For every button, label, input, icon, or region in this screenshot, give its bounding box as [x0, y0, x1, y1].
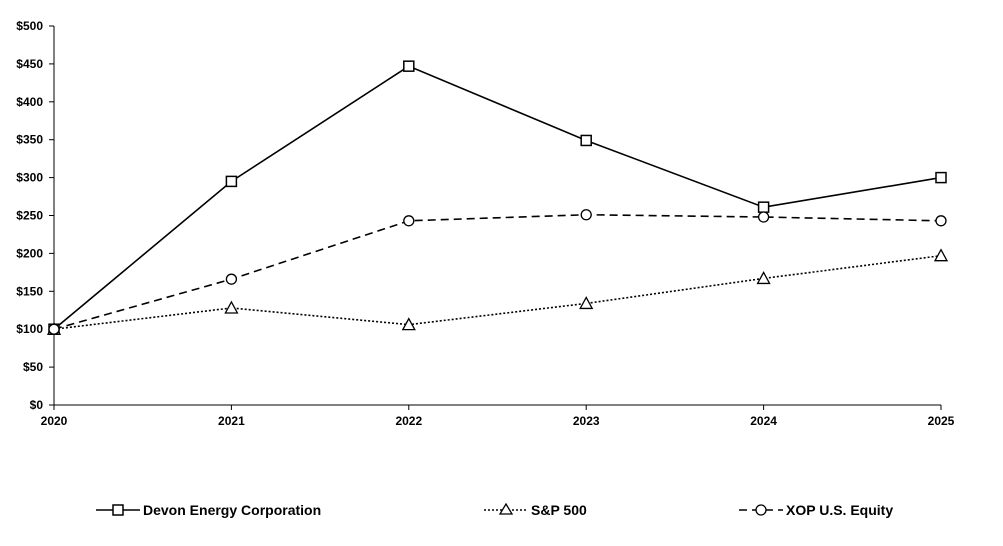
- y-tick-label: $50: [23, 360, 43, 374]
- series-line: [53, 213, 942, 330]
- legend-swatch-circle-icon: [739, 504, 783, 516]
- series-circle: [48, 209, 947, 335]
- series-line: [53, 65, 942, 330]
- legend-label: S&P 500: [531, 502, 587, 518]
- legend-item-devon: Devon Energy Corporation: [96, 497, 321, 523]
- data-point-square: [225, 175, 238, 188]
- y-tick-label: $400: [16, 95, 43, 109]
- x-tick-label: 2024: [750, 414, 777, 428]
- data-point-triangle: [401, 317, 416, 331]
- data-point-square: [580, 134, 592, 147]
- x-tick-label: 2022: [395, 414, 422, 428]
- y-tick-label: $300: [16, 171, 43, 185]
- legend-item-xop: XOP U.S. Equity: [739, 497, 893, 523]
- y-tick-label: $350: [16, 133, 43, 147]
- y-tick-label: $500: [16, 19, 43, 33]
- x-tick-label: 2023: [573, 414, 600, 428]
- x-tick-label: 2020: [41, 414, 68, 428]
- data-point-square: [757, 201, 770, 213]
- data-point-triangle: [579, 296, 594, 310]
- legend-swatch-square-icon: [96, 504, 140, 516]
- data-point-circle: [580, 209, 592, 221]
- y-tick-label: $250: [16, 209, 43, 223]
- x-tick-label: 2021: [218, 414, 245, 428]
- y-tick-label: $0: [30, 398, 44, 412]
- data-point-circle: [48, 323, 60, 335]
- data-point-square: [403, 60, 415, 72]
- legend-label: Devon Energy Corporation: [143, 502, 322, 518]
- data-point-triangle: [224, 300, 239, 314]
- legend: Devon Energy Corporation S&P 500 XOP U.S…: [0, 497, 1003, 523]
- series-layer: [46, 60, 949, 335]
- data-point-triangle: [756, 271, 771, 285]
- y-tick-label: $450: [16, 57, 43, 71]
- y-tick-label: $100: [16, 322, 43, 336]
- data-point-square: [935, 171, 947, 184]
- legend-swatch-triangle-icon: [484, 502, 528, 515]
- data-point-circle: [403, 215, 415, 227]
- legend-item-sp500: S&P 500: [484, 497, 587, 523]
- series-triangle: [46, 248, 949, 335]
- data-point-circle: [757, 211, 770, 223]
- x-tick-label: 2025: [928, 414, 955, 428]
- legend-label: XOP U.S. Equity: [786, 502, 894, 518]
- y-tick-label: $200: [16, 246, 43, 260]
- data-point-triangle: [933, 248, 949, 262]
- data-point-circle: [935, 215, 947, 227]
- series-line: [53, 254, 942, 330]
- axes: $0 $50 $100 $150 $200 $250 $300 $350 $400 $450 $50…: [16, 19, 954, 428]
- data-point-circle: [225, 273, 238, 285]
- y-tick-label: $150: [16, 284, 43, 298]
